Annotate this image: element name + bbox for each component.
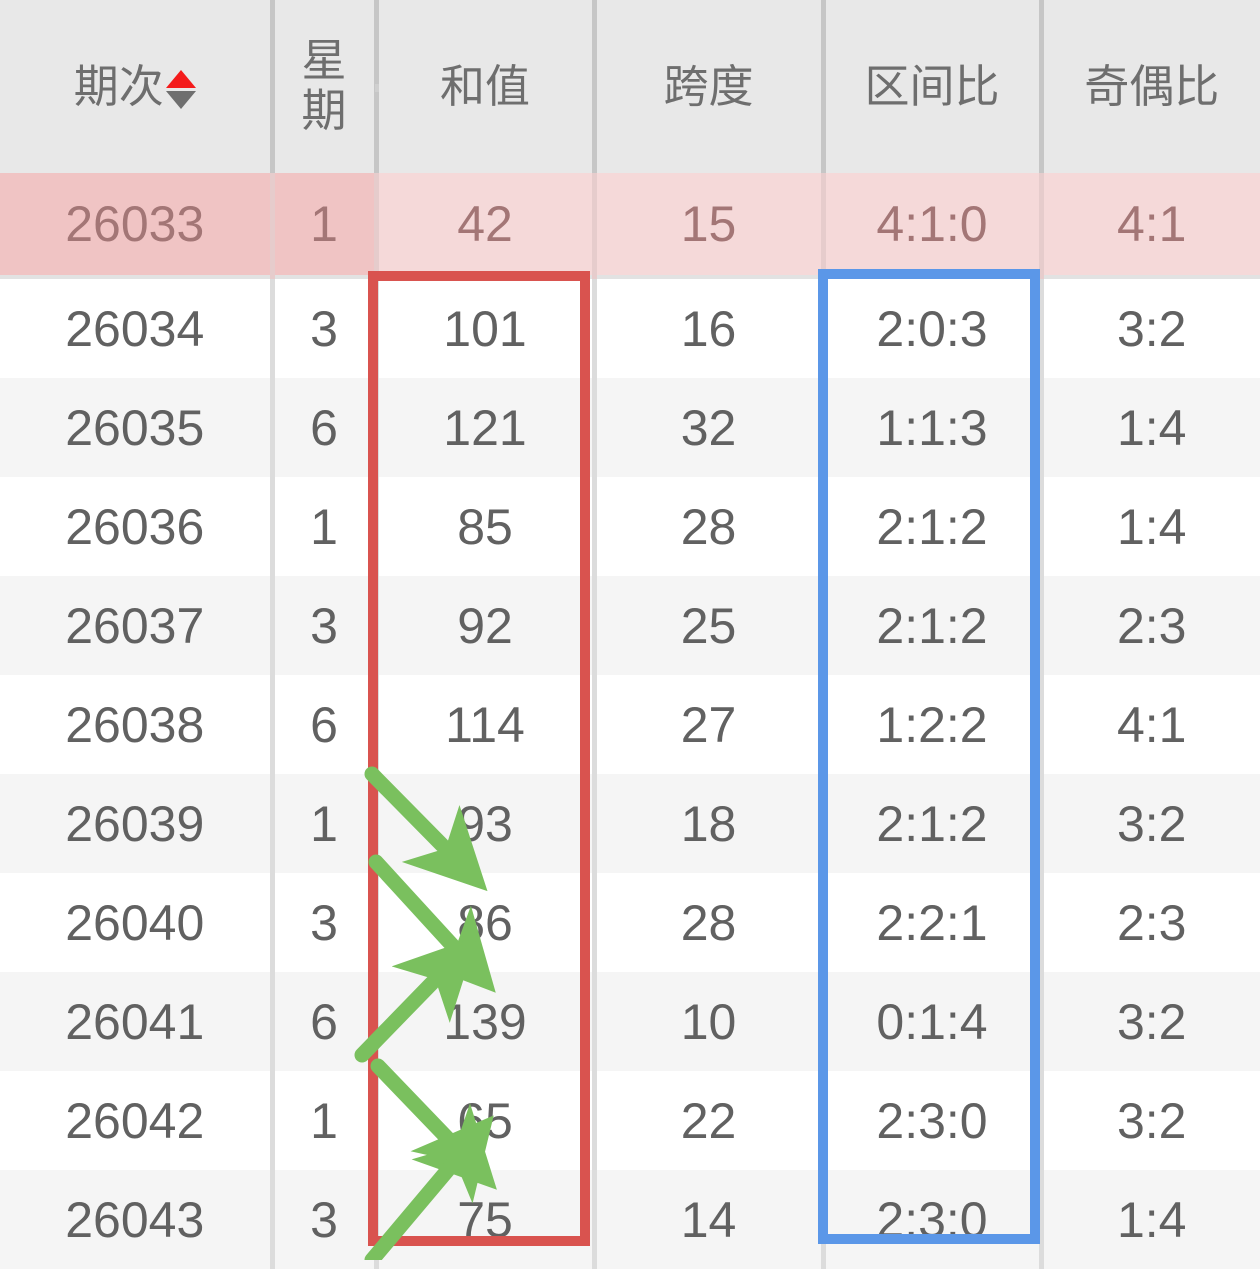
cell-span: 10: [594, 972, 826, 1071]
cell-odd_even_ratio: 1:4: [1041, 378, 1260, 477]
cell-sum: 93: [376, 774, 597, 873]
column-header-span-label: 跨度: [663, 60, 754, 112]
column-header-span[interactable]: 跨度: [594, 0, 826, 173]
cell-odd_even_ratio: 3:2: [1041, 774, 1260, 873]
table-row[interactable]: 26034 3 101 16 2:0:3 3:2: [0, 275, 1260, 378]
table-header: 期次 星期 和值 跨度 区间比 奇偶比: [0, 0, 1260, 173]
cell-issue: 26041: [0, 972, 275, 1071]
table-row[interactable]: 26042 1 65 22 2:3:0 3:2: [0, 1071, 1260, 1170]
cell-sum: 114: [376, 675, 597, 774]
cell-zone_ratio: 1:1:3: [823, 378, 1044, 477]
cell-sum: 121: [376, 378, 597, 477]
column-header-zone-ratio-label: 区间比: [864, 60, 1000, 112]
cell-sum: 101: [376, 275, 597, 378]
column-header-odd-even-ratio-label: 奇偶比: [1084, 60, 1220, 112]
cell-issue: 26037: [0, 576, 275, 675]
cell-span: 25: [594, 576, 826, 675]
cell-weekday: 1: [272, 477, 379, 576]
column-header-issue[interactable]: 期次: [0, 0, 275, 173]
cell-span: 28: [594, 477, 826, 576]
cell-sum: 65: [376, 1071, 597, 1170]
sort-descending-icon[interactable]: [165, 91, 196, 110]
column-header-sum-label: 和值: [439, 60, 530, 112]
cell-issue: 26038: [0, 675, 275, 774]
cell-sum: 42: [376, 173, 597, 277]
sort-indicator-issue[interactable]: [165, 70, 196, 110]
cell-span: 14: [594, 1170, 826, 1269]
table-row[interactable]: 26037 3 92 25 2:1:2 2:3: [0, 576, 1260, 675]
table-row[interactable]: 26033 1 42 15 4:1:0 4:1: [0, 173, 1260, 277]
cell-zone_ratio: 2:3:0: [823, 1170, 1044, 1269]
cell-issue: 26036: [0, 477, 275, 576]
cell-span: 28: [594, 873, 826, 972]
cell-issue: 26042: [0, 1071, 275, 1170]
cell-span: 32: [594, 378, 826, 477]
column-header-zone-ratio[interactable]: 区间比: [823, 0, 1044, 173]
cell-issue: 26040: [0, 873, 275, 972]
cell-weekday: 6: [272, 378, 379, 477]
column-header-sum[interactable]: 和值: [376, 0, 597, 173]
cell-zone_ratio: 2:3:0: [823, 1071, 1044, 1170]
cell-weekday: 3: [272, 1170, 379, 1269]
cell-zone_ratio: 2:1:2: [823, 477, 1044, 576]
cell-sum: 86: [376, 873, 597, 972]
cell-zone_ratio: 2:1:2: [823, 576, 1044, 675]
cell-zone_ratio: 2:0:3: [823, 275, 1044, 378]
table-row[interactable]: 26036 1 85 28 2:1:2 1:4: [0, 477, 1260, 576]
column-header-issue-label: 期次: [73, 60, 164, 112]
cell-weekday: 1: [272, 1071, 379, 1170]
cell-span: 18: [594, 774, 826, 873]
cell-weekday: 3: [272, 275, 379, 378]
table-row[interactable]: 26039 1 93 18 2:1:2 3:2: [0, 774, 1260, 873]
cell-weekday: 6: [272, 972, 379, 1071]
cell-zone_ratio: 2:2:1: [823, 873, 1044, 972]
cell-weekday: 6: [272, 675, 379, 774]
cell-span: 15: [594, 173, 826, 277]
cell-span: 16: [594, 275, 826, 378]
table-row[interactable]: 26035 6 121 32 1:1:3 1:4: [0, 378, 1260, 477]
table-row[interactable]: 26040 3 86 28 2:2:1 2:3: [0, 873, 1260, 972]
cell-zone_ratio: 0:1:4: [823, 972, 1044, 1071]
cell-issue: 26033: [0, 173, 275, 277]
cell-issue: 26043: [0, 1170, 275, 1269]
header-row: 期次 星期 和值 跨度 区间比 奇偶比: [0, 0, 1260, 173]
cell-zone_ratio: 2:1:2: [823, 774, 1044, 873]
cell-issue: 26035: [0, 378, 275, 477]
table-row[interactable]: 26043 3 75 14 2:3:0 1:4: [0, 1170, 1260, 1269]
cell-zone_ratio: 1:2:2: [823, 675, 1044, 774]
cell-odd_even_ratio: 3:2: [1041, 1071, 1260, 1170]
cell-issue: 26034: [0, 275, 275, 378]
column-header-weekday[interactable]: 星期: [272, 0, 389, 173]
cell-weekday: 1: [272, 774, 379, 873]
cell-odd_even_ratio: 3:2: [1041, 275, 1260, 378]
table-row[interactable]: 26041 6 139 10 0:1:4 3:2: [0, 972, 1260, 1071]
cell-odd_even_ratio: 4:1: [1041, 675, 1260, 774]
cell-sum: 75: [376, 1170, 597, 1269]
cell-odd_even_ratio: 1:4: [1041, 1170, 1260, 1269]
cell-weekday: 3: [272, 576, 379, 675]
cell-sum: 85: [376, 477, 597, 576]
cell-weekday: 3: [272, 873, 379, 972]
cell-weekday: 1: [272, 173, 379, 277]
cell-span: 27: [594, 675, 826, 774]
cell-odd_even_ratio: 3:2: [1041, 972, 1260, 1071]
table-body: 26033 1 42 15 4:1:0 4:1 26034 3 101 16 2:0:3 3:2 260…: [0, 173, 1260, 1269]
cell-odd_even_ratio: 2:3: [1041, 873, 1260, 972]
cell-odd_even_ratio: 4:1: [1041, 173, 1260, 277]
cell-span: 22: [594, 1071, 826, 1170]
table-row[interactable]: 26038 6 114 27 1:2:2 4:1: [0, 675, 1260, 774]
sort-ascending-icon[interactable]: [165, 70, 196, 89]
cell-zone_ratio: 4:1:0: [823, 173, 1044, 277]
cell-sum: 92: [376, 576, 597, 675]
column-header-weekday-label: 星期: [301, 34, 347, 137]
column-header-odd-even-ratio[interactable]: 奇偶比: [1041, 0, 1260, 173]
cell-issue: 26039: [0, 774, 275, 873]
cell-odd_even_ratio: 2:3: [1041, 576, 1260, 675]
cell-sum: 139: [376, 972, 597, 1071]
cell-odd_even_ratio: 1:4: [1041, 477, 1260, 576]
